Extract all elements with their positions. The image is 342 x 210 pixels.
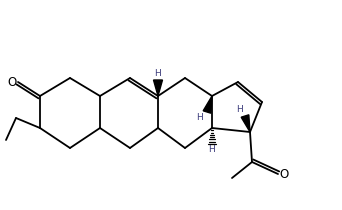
Text: H: H	[155, 70, 161, 79]
Polygon shape	[203, 96, 212, 113]
Text: H: H	[237, 105, 244, 114]
Text: O: O	[8, 76, 17, 88]
Polygon shape	[154, 80, 162, 96]
Text: O: O	[279, 168, 289, 181]
Polygon shape	[241, 115, 250, 132]
Text: H: H	[197, 113, 203, 122]
Text: H: H	[209, 146, 215, 155]
